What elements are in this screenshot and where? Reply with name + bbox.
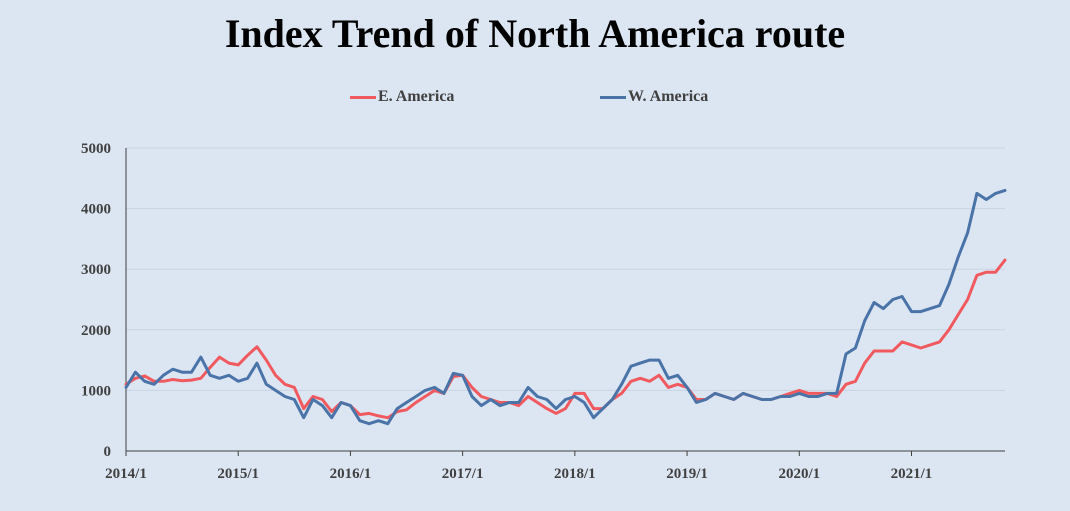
series-line-w-america — [124, 188, 1007, 426]
legend-swatch-east — [350, 95, 376, 99]
x-tick-label-2020/1: 2020/1 — [778, 466, 820, 482]
y-tick-label-3000: 3000 — [81, 262, 111, 278]
x-tick-label-2017/1: 2017/1 — [442, 466, 484, 482]
legend-item-west: W. America — [600, 88, 708, 106]
y-tick-label-2000: 2000 — [81, 323, 111, 339]
chart-title: Index Trend of North America route — [224, 11, 846, 56]
y-tick-label-1000: 1000 — [81, 383, 111, 399]
legend-label-west: W. America — [628, 88, 709, 105]
y-tick-label-0: 0 — [104, 444, 112, 460]
y-tick-label-4000: 4000 — [81, 202, 111, 218]
y-tick-label-5000: 5000 — [81, 141, 111, 157]
legend: E. America W. America — [0, 88, 1070, 112]
legend-swatch-west — [600, 95, 626, 99]
series-line-e-america — [124, 258, 1007, 420]
x-tick-label-2018/1: 2018/1 — [554, 466, 596, 482]
x-tick-label-2015/1: 2015/1 — [217, 466, 259, 482]
x-tick-label-2021/1: 2021/1 — [891, 466, 933, 482]
legend-label-east: E. America — [378, 88, 455, 105]
x-tick-label-2016/1: 2016/1 — [330, 466, 372, 482]
x-tick-label-2019/1: 2019/1 — [666, 466, 708, 482]
x-tick-label-2014/1: 2014/1 — [105, 466, 147, 482]
legend-item-east: E. America — [350, 88, 454, 106]
